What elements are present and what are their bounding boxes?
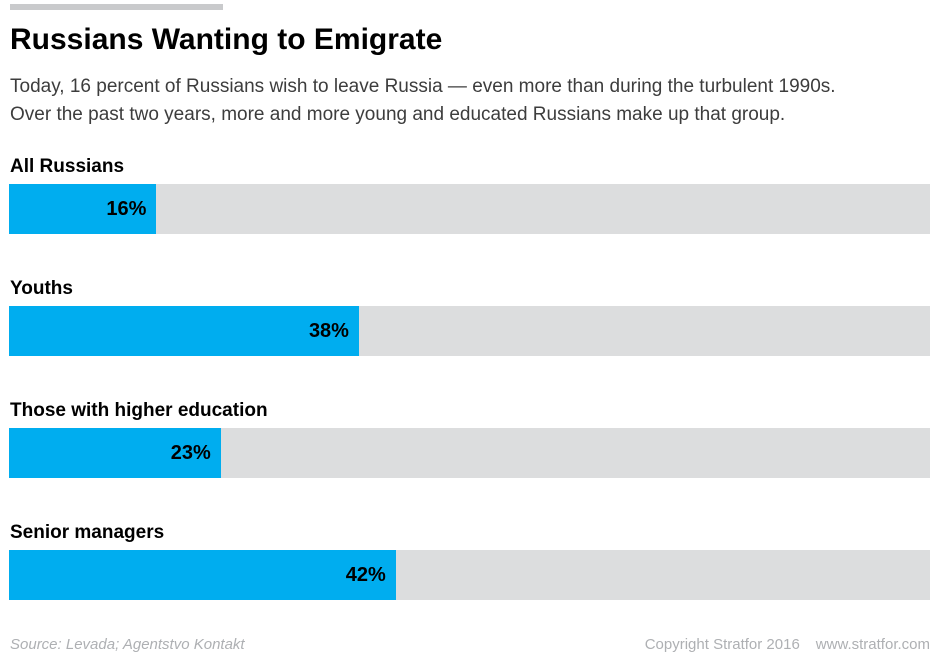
bar-category-label: Youths xyxy=(10,278,73,299)
bar-fill: 23% xyxy=(9,428,221,478)
bar-track: 42% xyxy=(9,550,930,600)
bar-section-senior-managers: Senior managers 42% xyxy=(9,522,930,600)
bar-value-label: 42% xyxy=(345,563,386,586)
copyright-text: Copyright Stratfor 2016 xyxy=(644,636,800,653)
bar-category-label: Those with higher education xyxy=(10,400,268,421)
chart-footer: Source: Levada; Agentstvo Kontakt Copyri… xyxy=(9,636,930,654)
accent-bar xyxy=(10,4,223,10)
subtitle-line-1: Today, 16 percent of Russians wish to le… xyxy=(10,76,836,97)
bar-section-youths: Youths 38% xyxy=(9,278,930,356)
chart-page: Russians Wanting to Emigrate Today, 16 p… xyxy=(0,4,940,656)
bar-fill: 38% xyxy=(9,306,359,356)
bar-track: 38% xyxy=(9,306,930,356)
bar-value-label: 16% xyxy=(106,197,147,220)
bar-value-label: 38% xyxy=(308,319,349,342)
bar-value-label: 23% xyxy=(170,441,211,464)
bar-section-higher-education: Those with higher education 23% xyxy=(9,400,930,478)
bar-fill: 42% xyxy=(9,550,396,600)
bar-track: 23% xyxy=(9,428,930,478)
footer-right: Copyright Stratfor 2016 www.stratfor.com xyxy=(645,636,930,654)
bar-track: 16% xyxy=(9,184,930,234)
bar-category-label: Senior managers xyxy=(10,522,165,543)
source-attribution: Source: Levada; Agentstvo Kontakt xyxy=(10,636,245,653)
bar-fill: 16% xyxy=(9,184,157,234)
website-text: www.stratfor.com xyxy=(815,636,930,653)
bar-section-all-russians: All Russians 16% xyxy=(9,156,930,234)
subtitle-line-2: Over the past two years, more and more y… xyxy=(10,104,786,125)
bar-category-label: All Russians xyxy=(10,156,125,177)
chart-subtitle: Today, 16 percent of Russians wish to le… xyxy=(10,73,930,129)
page-title: Russians Wanting to Emigrate xyxy=(10,23,443,56)
